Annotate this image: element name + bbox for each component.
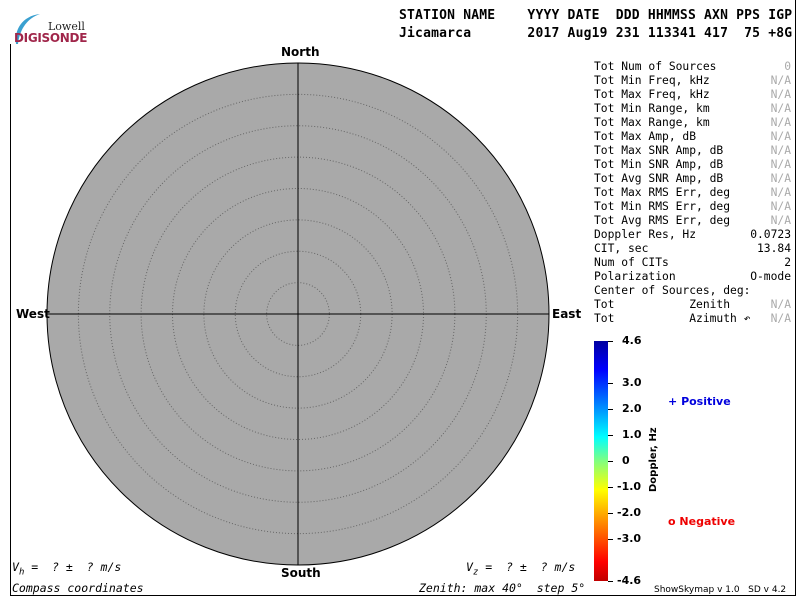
stat-row: Tot Min Range, km N/A — [594, 102, 791, 116]
colorbar-tick — [608, 434, 613, 436]
colorbar-tick-label: 3.0 — [622, 375, 642, 389]
stat-value: 13.84 — [756, 242, 791, 255]
colorbar-tick-label: 0 — [622, 454, 630, 467]
stat-row: Tot Max Freq, kHz N/A — [594, 88, 791, 102]
colorbar-tick-label: -1.0 — [617, 480, 642, 494]
stat-value: N/A — [770, 186, 791, 199]
stat-row: Tot Max SNR Amp, dB N/A — [594, 144, 791, 158]
colorbar-tick — [608, 581, 613, 582]
colorbar-tick-label: -4.6 — [617, 574, 642, 587]
vz-readout: Vz = ? ± ? m/s — [466, 560, 576, 578]
stat-row: Polarization O-mode — [594, 270, 791, 284]
stat-label: Polarization — [594, 270, 676, 283]
stat-row: Tot Min Freq, kHz N/A — [594, 74, 791, 88]
stat-row: Tot Max Range, km N/A — [594, 116, 791, 130]
stat-value: N/A — [770, 116, 791, 129]
stat-label: CIT, sec — [594, 242, 649, 255]
stat-row: Center of Sources, deg: — [594, 284, 791, 298]
stat-row: Tot Max Amp, dB N/A — [594, 130, 791, 144]
stat-value: N/A — [770, 200, 791, 213]
stat-label: Tot Min Freq, kHz — [594, 74, 710, 87]
legend-positive: + Positive — [668, 395, 731, 408]
stat-label: Tot Max SNR Amp, dB — [594, 144, 724, 157]
stat-value: N/A — [770, 298, 791, 311]
stat-row: Tot Min RMS Err, deg N/A — [594, 200, 791, 214]
legend-negative: o Negative — [668, 515, 736, 528]
stat-row: Tot Avg SNR Amp, dB N/A — [594, 172, 791, 186]
stat-value: N/A — [770, 172, 791, 185]
stat-label: Tot Avg RMS Err, deg — [594, 214, 731, 227]
zenith-note: Zenith: max 40° step 5° — [419, 581, 586, 595]
colorbar-tick — [608, 382, 613, 384]
stat-value: O-mode — [750, 270, 791, 283]
colorbar-tick — [608, 341, 613, 342]
colorbar-label: Doppler, Hz — [648, 427, 659, 492]
stat-label: Num of CITs — [594, 256, 669, 269]
stat-row: Tot Num of Sources 0 — [594, 60, 791, 74]
header-values: Jicamarca 2017 Aug19 231 113341 417 75 +… — [399, 26, 793, 41]
stat-row: Tot Zenith N/A — [594, 298, 791, 312]
colorbar-tick-label: 1.0 — [622, 427, 642, 441]
colorbar-tick-label: -2.0 — [617, 506, 642, 520]
plot-frame-right — [795, 0, 796, 596]
stat-label: Tot Min RMS Err, deg — [594, 200, 731, 213]
compass-north: North — [281, 45, 320, 59]
compass-east: East — [552, 307, 582, 321]
stat-value: 0 — [784, 60, 791, 73]
doppler-colorbar — [594, 341, 608, 581]
stat-value: 0.0723 — [750, 228, 791, 241]
stat-value: N/A — [770, 102, 791, 115]
stat-label: Center of Sources, deg: — [594, 284, 751, 297]
stat-label: Tot Min Range, km — [594, 102, 710, 115]
header-labels: STATION NAME YYYY DATE DDD HHMMSS AXN PP… — [399, 8, 793, 23]
plus-icon: + — [668, 395, 678, 408]
stat-label: Tot Max Amp, dB — [594, 130, 697, 143]
colorbar-tick — [608, 513, 613, 515]
stat-row: CIT, sec 13.84 — [594, 242, 791, 256]
stat-value: N/A — [770, 214, 791, 227]
compass-south: South — [281, 566, 321, 580]
compass-west: West — [16, 307, 50, 321]
circle-icon: o — [668, 515, 676, 528]
stat-row: Tot Min SNR Amp, dB N/A — [594, 158, 791, 172]
colorbar-tick-label: 2.0 — [622, 401, 642, 415]
stat-value: 2 — [784, 256, 791, 269]
stat-row: Tot Max RMS Err, deg N/A — [594, 186, 791, 200]
stat-row: Num of CITs 2 — [594, 256, 791, 270]
stat-label: Tot Azimuth ↶ — [594, 312, 751, 325]
stat-label: Tot Max Range, km — [594, 116, 710, 129]
stat-label: Tot Num of Sources — [594, 60, 717, 73]
colorbar-tick-label: -3.0 — [617, 532, 642, 546]
colorbar-tick-label: 4.6 — [622, 334, 642, 347]
logo-lowell: Lowell — [48, 20, 85, 33]
colorbar-tick — [608, 408, 613, 410]
stat-label: Tot Zenith — [594, 298, 731, 311]
colorbar-tick — [608, 539, 613, 541]
stat-value: N/A — [770, 144, 791, 157]
stat-value: N/A — [770, 158, 791, 171]
version-info: ShowSkymap v 1.0 SD v 4.2 — [654, 585, 787, 595]
colorbar-tick — [608, 461, 613, 462]
skymap-plot — [46, 62, 550, 566]
stat-value: N/A — [770, 312, 791, 325]
stat-label: Tot Max Freq, kHz — [594, 88, 710, 101]
vh-readout: Vh = ? ± ? m/s — [12, 560, 122, 578]
stat-value: N/A — [770, 88, 791, 101]
stat-row: Tot Avg RMS Err, deg N/A — [594, 214, 791, 228]
stat-label: Tot Avg SNR Amp, dB — [594, 172, 724, 185]
stat-label: Tot Max RMS Err, deg — [594, 186, 731, 199]
plot-frame — [10, 44, 796, 596]
logo-swoosh-icon — [15, 14, 40, 44]
stat-label: Doppler Res, Hz — [594, 228, 697, 241]
stat-row: Tot Azimuth ↶ N/A — [594, 312, 791, 326]
colorbar-tick — [608, 487, 613, 489]
stat-value: N/A — [770, 130, 791, 143]
coords-note: Compass coordinates — [12, 581, 144, 595]
logo-digisonde: DIGISONDE — [14, 31, 88, 45]
stat-row: Doppler Res, Hz 0.0723 — [594, 228, 791, 242]
stat-value: N/A — [770, 74, 791, 87]
stat-label: Tot Min SNR Amp, dB — [594, 158, 724, 171]
